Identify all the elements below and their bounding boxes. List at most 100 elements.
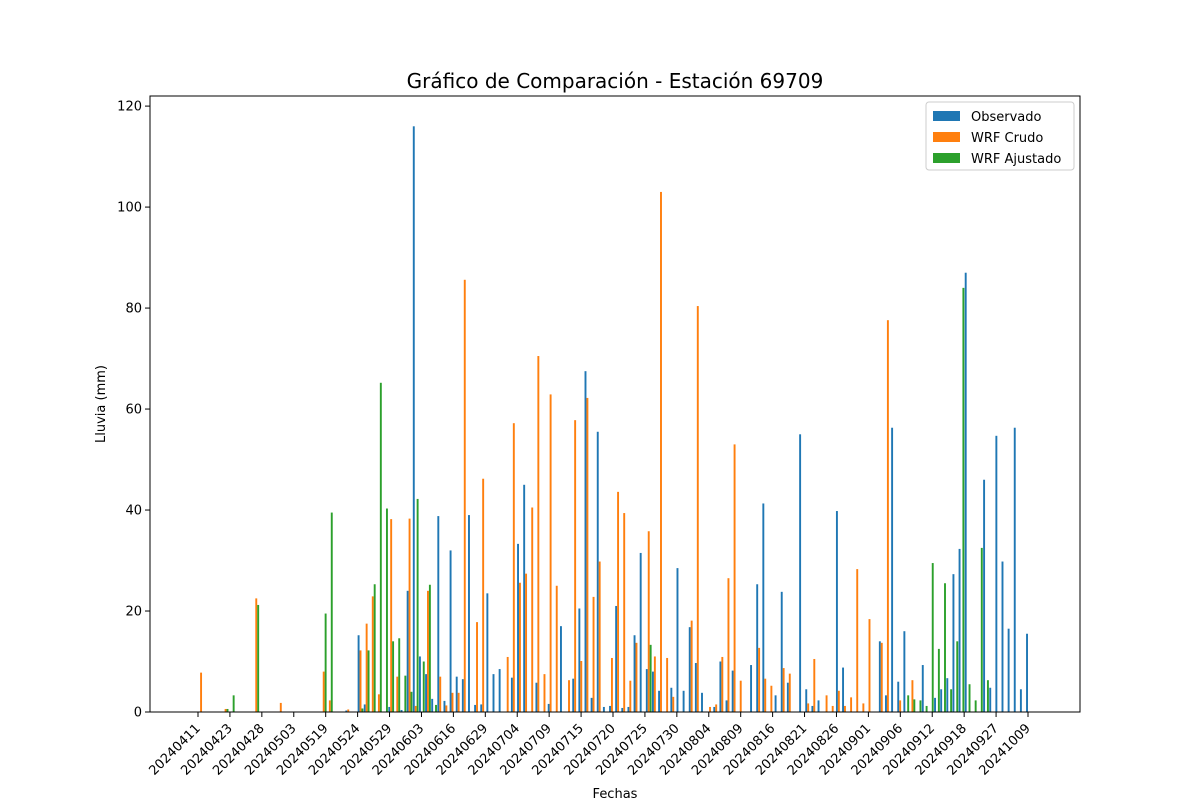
bar-wrf-crudo bbox=[445, 705, 448, 712]
bar-wrf-crudo bbox=[623, 513, 626, 712]
bar-observado bbox=[989, 687, 992, 712]
bar-wrf-crudo bbox=[598, 561, 601, 712]
bar-wrf-crudo bbox=[788, 673, 791, 712]
y-axis-label: Lluvia (mm) bbox=[94, 365, 109, 443]
bar-wrf-ajustado bbox=[931, 563, 934, 712]
bar-wrf-crudo bbox=[531, 507, 534, 712]
bar-wrf-crudo bbox=[880, 642, 883, 712]
bar-wrf-ajustado bbox=[913, 699, 916, 712]
y-tick-label: 60 bbox=[125, 403, 142, 418]
bar-wrf-crudo bbox=[782, 668, 785, 712]
bar-observado bbox=[535, 682, 538, 712]
bar-wrf-crudo bbox=[457, 692, 460, 712]
bar-wrf-ajustado bbox=[907, 695, 910, 712]
bar-wrf-ajustado bbox=[226, 708, 229, 712]
bar-observado bbox=[835, 511, 838, 712]
bar-wrf-crudo bbox=[727, 578, 730, 712]
bar-wrf-crudo bbox=[322, 671, 325, 712]
bar-observado bbox=[891, 427, 894, 712]
bar-wrf-crudo bbox=[733, 444, 736, 712]
bar-observado bbox=[921, 665, 924, 712]
bar-observado bbox=[1007, 628, 1010, 712]
bar-observado bbox=[964, 272, 967, 712]
bar-wrf-crudo bbox=[549, 394, 552, 712]
bar-observado bbox=[780, 591, 783, 712]
bar-observado bbox=[958, 548, 961, 712]
bar-wrf-ajustado bbox=[257, 604, 260, 712]
bar-wrf-crudo bbox=[850, 697, 853, 712]
bar-observado bbox=[995, 435, 998, 712]
bar-observado bbox=[431, 698, 434, 712]
bar-observado bbox=[676, 568, 679, 712]
bar-wrf-ajustado bbox=[980, 547, 983, 712]
bar-wrf-crudo bbox=[672, 696, 675, 712]
bar-observado bbox=[725, 700, 728, 712]
legend-label: Observado bbox=[971, 110, 1042, 125]
bar-observado bbox=[903, 631, 906, 712]
bar-observado bbox=[750, 665, 753, 712]
bar-wrf-crudo bbox=[427, 590, 429, 712]
bar-observado bbox=[694, 663, 697, 712]
bar-wrf-crudo bbox=[224, 708, 227, 712]
legend: Observado WRF Crudo WRF Ajustado bbox=[925, 101, 1075, 171]
bar-wrf-crudo bbox=[568, 680, 570, 712]
y-tick-label: 20 bbox=[125, 605, 142, 620]
bar-wrf-ajustado bbox=[330, 512, 333, 712]
bar-wrf-crudo bbox=[709, 706, 712, 712]
axes-frame bbox=[149, 95, 1081, 713]
bar-wrf-ajustado bbox=[404, 675, 407, 712]
bar-observado bbox=[602, 706, 605, 712]
bar-wrf-ajustado bbox=[232, 695, 235, 712]
bar-observado bbox=[517, 543, 519, 712]
bar-observado bbox=[584, 371, 587, 712]
bar-wrf-crudo bbox=[525, 573, 528, 712]
bar-wrf-crudo bbox=[279, 702, 282, 712]
bar-wrf-crudo bbox=[660, 191, 662, 712]
bar-wrf-crudo bbox=[359, 650, 362, 712]
bar-wrf-crudo bbox=[856, 569, 859, 712]
bar-wrf-ajustado bbox=[925, 705, 928, 712]
bar-observado bbox=[682, 690, 685, 712]
bar-observado bbox=[774, 695, 777, 712]
legend-swatch bbox=[933, 111, 960, 121]
bar-wrf-ajustado bbox=[373, 584, 376, 712]
bar-wrf-crudo bbox=[482, 478, 485, 712]
bar-wrf-crudo bbox=[371, 596, 374, 712]
bar-observado bbox=[817, 700, 820, 712]
bar-wrf-crudo bbox=[537, 356, 540, 712]
bar-wrf-crudo bbox=[200, 672, 203, 712]
bar-wrf-crudo bbox=[647, 531, 650, 712]
bar-wrf-crudo bbox=[629, 680, 632, 712]
bar-wrf-crudo bbox=[758, 647, 761, 712]
bar-wrf-ajustado bbox=[919, 700, 922, 712]
bar-wrf-crudo bbox=[580, 661, 583, 712]
bar-wrf-ajustado bbox=[392, 641, 395, 712]
bar-wrf-ajustado bbox=[324, 613, 327, 712]
bar-wrf-ajustado bbox=[367, 650, 370, 712]
bar-wrf-crudo bbox=[390, 519, 393, 712]
bar-wrf-crudo bbox=[610, 657, 613, 712]
bar-wrf-crudo bbox=[451, 692, 454, 712]
bar-observado bbox=[688, 627, 691, 712]
bar-wrf-crudo bbox=[666, 657, 669, 712]
bar-observado bbox=[560, 626, 562, 712]
bar-wrf-ajustado bbox=[968, 684, 971, 712]
bar-wrf-ajustado bbox=[944, 583, 946, 712]
bar-wrf-crudo bbox=[813, 658, 816, 712]
bar-wrf-ajustado bbox=[649, 644, 652, 712]
bar-observado bbox=[621, 707, 624, 712]
bar-observado bbox=[418, 656, 421, 712]
bar-wrf-ajustado bbox=[428, 584, 431, 712]
bar-observado bbox=[627, 706, 630, 712]
bar-observado bbox=[363, 704, 366, 712]
bar-wrf-crudo bbox=[721, 656, 724, 712]
bar-observado bbox=[713, 706, 716, 712]
bar-wrf-crudo bbox=[653, 656, 656, 712]
bar-wrf-ajustado bbox=[986, 680, 989, 712]
bar-observado bbox=[578, 608, 581, 712]
bar-wrf-ajustado bbox=[950, 689, 953, 712]
bar-wrf-crudo bbox=[770, 685, 773, 712]
bar-observado bbox=[437, 516, 440, 712]
bar-observado bbox=[658, 690, 661, 712]
